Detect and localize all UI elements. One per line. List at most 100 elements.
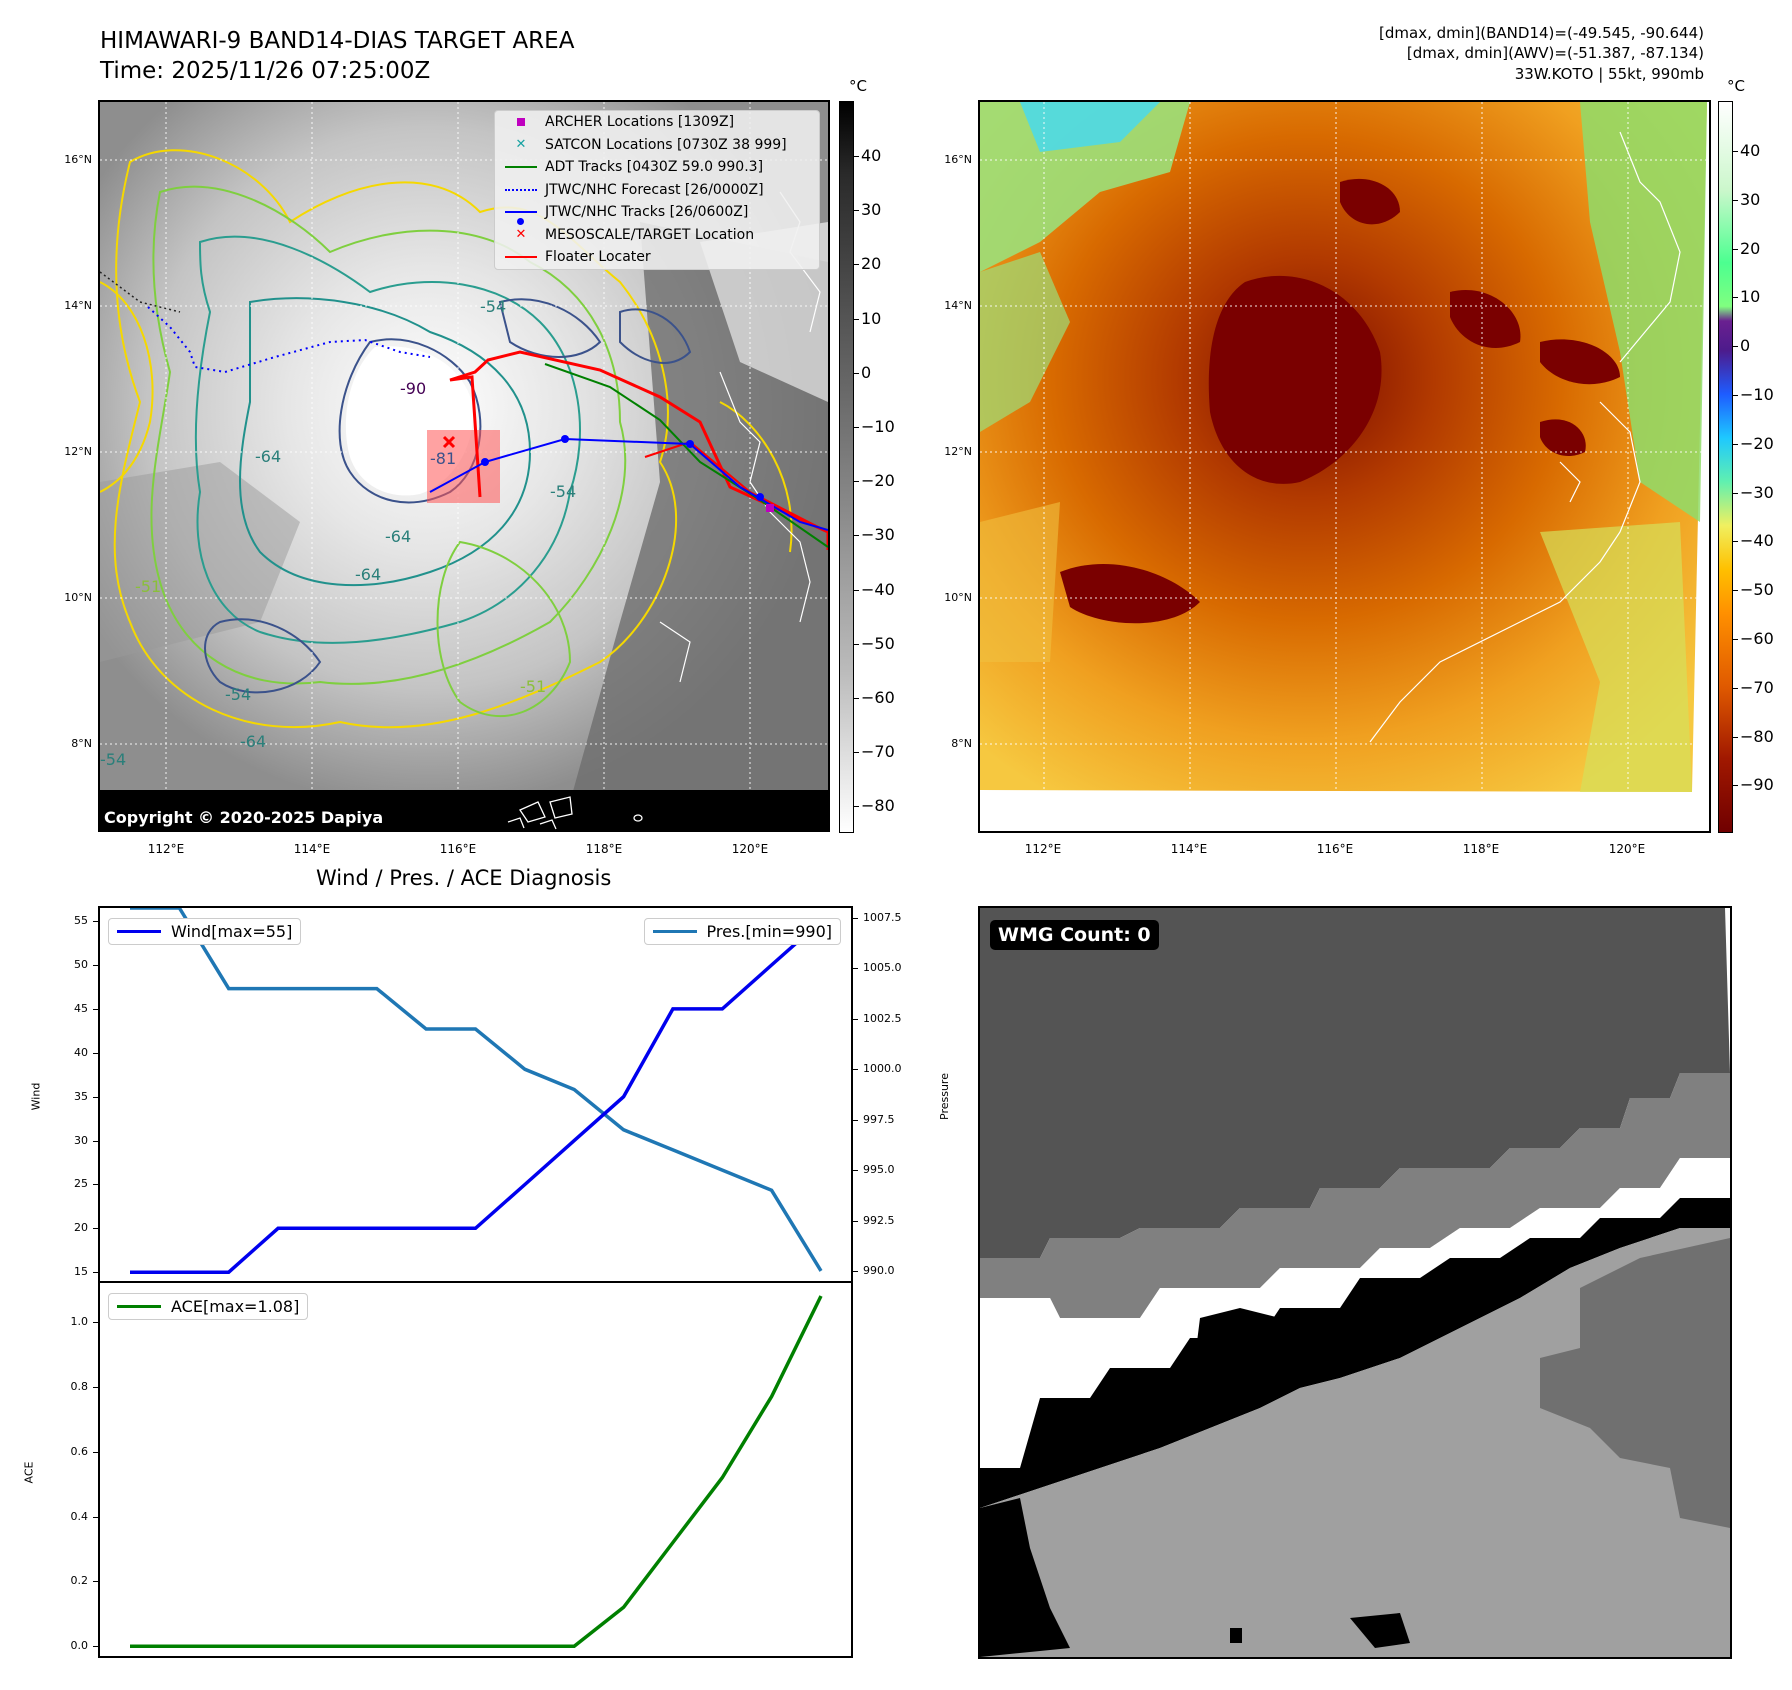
pressure-axis-tick-label: 992.5 [863, 1213, 895, 1227]
contour-label: -54 [100, 750, 126, 769]
ace-axis-tick-label: 1.0 [70, 1314, 89, 1328]
pressure-axis-tick-label: 995.0 [863, 1163, 895, 1177]
colorbar-color-tick-mark [1733, 785, 1738, 787]
line-icon [503, 166, 539, 169]
ace-axis-tick-mark [93, 1321, 98, 1323]
lat-label: 10°N [944, 591, 972, 604]
ace-axis-tick-label: 0.0 [70, 1639, 89, 1653]
contour-label: -54 [550, 482, 576, 501]
legend-item-floater: Floater Locater [495, 246, 819, 269]
contour-label: -64 [385, 527, 411, 546]
wmg-classification-map [980, 908, 1730, 1657]
colorbar-color-tick-mark [1733, 346, 1738, 348]
ir-color-svg [980, 102, 1709, 831]
colorbar-color-tick-label: 40 [1740, 141, 1761, 160]
lon-label: 116°E [1316, 842, 1354, 856]
colorbar-color-tick-label: −80 [1740, 726, 1774, 746]
wind-axis-tick-label: 55 [74, 914, 88, 928]
contour-label: -64 [240, 732, 266, 751]
ace-axis-tick-label: 0.6 [70, 1444, 89, 1458]
lon-label: 114°E [1170, 842, 1208, 856]
colorbar-color-tick-label: −20 [1740, 433, 1774, 453]
x-marker-icon: ✕ [515, 137, 527, 153]
colorbar-gray-unit: °C [849, 77, 867, 95]
colorbar-gray-tick-label: 10 [861, 308, 882, 328]
legend-item-target: ✕ MESOSCALE/TARGET Location [495, 224, 819, 247]
colorbar-color-tick-mark [1733, 541, 1738, 543]
legend-item-satcon: ✕ SATCON Locations [0730Z 38 999] [495, 134, 819, 157]
colorbar-gray-tick-label: 0 [861, 362, 872, 382]
colorbar-gray-tick-mark [854, 210, 859, 212]
wmg-panel: WMG Count: 0 [978, 906, 1732, 1659]
colorbar-gray-tick-mark [854, 643, 859, 645]
dotted-line-icon [503, 188, 539, 191]
ace-plot [130, 1295, 823, 1649]
pressure-axis-label: Pressure [937, 1073, 951, 1120]
colorbar-color-tick-label: 10 [1740, 287, 1761, 307]
contour-label: -90 [400, 379, 426, 398]
line-icon [652, 930, 697, 933]
colorbar-color-tick-mark [1733, 151, 1738, 152]
lat-label: 16°N [64, 153, 92, 166]
pressure-axis-tick-mark [853, 1220, 858, 1222]
contour-label: -81 [430, 449, 456, 468]
ace-axis-tick-mark [93, 1451, 98, 1453]
colorbar-color-tick-mark [1733, 687, 1738, 689]
colorbar-color-unit: °C [1727, 77, 1745, 95]
colorbar-color-tick-mark [1733, 590, 1738, 592]
colorbar-color-tick-label: −40 [1740, 531, 1774, 551]
colorbar-color-tick-label: −70 [1740, 677, 1774, 697]
pressure-axis-tick-label: 1005.0 [863, 961, 902, 975]
figure-title: HIMAWARI-9 BAND14-DIAS TARGET AREA [100, 28, 575, 54]
colorbar-gray-tick-label: −70 [861, 742, 895, 762]
wind-pressure-plot [130, 908, 823, 1274]
info-awv-range: [dmax, dmin](AWV)=(-51.387, -87.134) [1406, 44, 1704, 62]
colorbar-gray-tick-label: −60 [861, 688, 895, 707]
pressure-axis-tick-mark [853, 1018, 858, 1020]
map-legend: ARCHER Locations [1309Z] ✕ SATCON Locati… [494, 110, 820, 270]
wind-axis-tick-label: 30 [74, 1133, 88, 1147]
colorbar-color-tick-label: −30 [1740, 482, 1774, 502]
ace-axis-tick-mark [93, 1386, 98, 1388]
legend-item-archer: ARCHER Locations [1309Z] [495, 111, 819, 134]
wind-axis-tick-label: 40 [74, 1045, 88, 1059]
colorbar-gray-tick-mark [854, 264, 859, 266]
colorbar-color-tick-mark [1733, 736, 1738, 738]
wind-axis-tick-label: 35 [74, 1089, 88, 1103]
lon-label: 116°E [439, 842, 477, 856]
legend-item-jtwc-tracks: JTWC/NHC Tracks [26/0600Z] [495, 201, 819, 226]
colorbar-gray-tick-mark [854, 427, 859, 428]
colorbar-color-tick-label: −60 [1740, 629, 1774, 648]
ace-axis-tick-mark [93, 1581, 98, 1583]
wind-axis-tick-mark [93, 1052, 98, 1054]
contour-label: -64 [255, 447, 281, 466]
lon-label: 114°E [293, 842, 331, 856]
colorbar-color-tick-mark [1733, 297, 1738, 299]
lon-label: 112°E [147, 842, 185, 856]
wind-axis-tick-mark [93, 965, 98, 967]
ace-axis-tick-mark [93, 1516, 98, 1518]
colorbar-color-tick-label: 20 [1740, 238, 1761, 258]
colorbar-gray-tick-label: −20 [861, 471, 895, 491]
pressure-axis-tick-mark [853, 1270, 858, 1272]
colorbar-gray-tick-label: −80 [861, 796, 895, 816]
legend-item-adt: ADT Tracks [0430Z 59.0 990.3] [495, 156, 819, 179]
pressure-axis-tick-mark [853, 918, 858, 920]
x-marker-icon: ✕ [515, 227, 527, 243]
wind-axis-tick-label: 15 [74, 1265, 88, 1279]
colorbar-gray-tick-label: −40 [861, 579, 895, 599]
colorbar-gray-tick-label: 20 [861, 254, 882, 274]
colorbar-gray-tick-label: 40 [861, 146, 882, 165]
target-box [427, 430, 500, 503]
colorbar-gray-tick-mark [854, 481, 859, 483]
pressure-axis-tick-mark [853, 1170, 858, 1172]
wind-axis-tick-mark [93, 1272, 98, 1274]
ace-axis-tick-label: 0.8 [70, 1379, 89, 1393]
wmg-count-badge: WMG Count: 0 [990, 920, 1159, 950]
info-band14-range: [dmax, dmin](BAND14)=(-49.545, -90.644) [1379, 24, 1704, 42]
colorbar-gray-tick-mark [854, 589, 859, 591]
wind-axis-tick-label: 45 [74, 1001, 88, 1015]
info-storm: 33W.KOTO | 55kt, 990mb [1514, 65, 1704, 83]
colorbar-color [1718, 101, 1733, 833]
pressure-axis-tick-label: 1000.0 [863, 1062, 902, 1076]
